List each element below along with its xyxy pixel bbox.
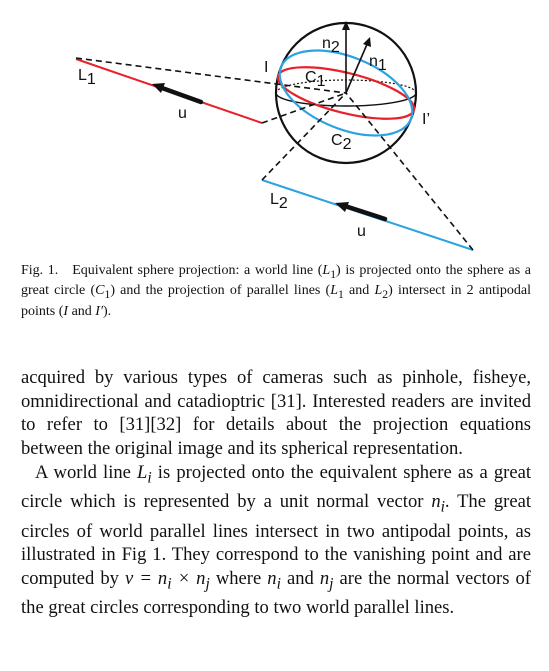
direction-arrow-u-top bbox=[159, 85, 204, 105]
sphere-projection-figure: n2 n1 C1 C2 I I’ L1 L2 u u bbox=[75, 21, 474, 251]
direction-arrowhead-bottom bbox=[335, 202, 349, 212]
projection-line-l1-end bbox=[261, 92, 347, 124]
label-u-top: u bbox=[178, 105, 187, 122]
great-circle-c1 bbox=[276, 66, 416, 120]
figure-caption: Fig. 1. Equivalent sphere projection: a … bbox=[21, 263, 531, 319]
label-c1: C1 bbox=[305, 69, 326, 90]
label-u-bottom: u bbox=[357, 223, 366, 240]
normal-vector-n1-head bbox=[363, 37, 371, 47]
great-circle-c2 bbox=[278, 49, 414, 137]
normal-vector-n2-head bbox=[342, 21, 350, 30]
paragraph-1: acquired by various types of cameras suc… bbox=[21, 367, 531, 460]
body-text: acquired by various types of cameras suc… bbox=[21, 366, 531, 620]
projection-line-l1-start bbox=[75, 57, 347, 94]
label-c2: C2 bbox=[331, 132, 352, 153]
normal-vector-n1 bbox=[345, 41, 369, 94]
projection-line-l2-end bbox=[345, 92, 474, 251]
direction-arrowhead-top bbox=[152, 83, 165, 93]
label-l1: L1 bbox=[78, 67, 96, 88]
direction-arrow-u-bottom bbox=[342, 203, 388, 222]
paragraph-2: A world line Li is projected onto the eq… bbox=[21, 461, 531, 619]
label-n2: n2 bbox=[322, 35, 340, 56]
label-i-prime: I’ bbox=[422, 111, 430, 128]
label-n1: n1 bbox=[369, 53, 387, 74]
projection-line-l2-start bbox=[261, 92, 347, 181]
label-i: I bbox=[264, 59, 268, 76]
label-l2: L2 bbox=[270, 191, 288, 212]
